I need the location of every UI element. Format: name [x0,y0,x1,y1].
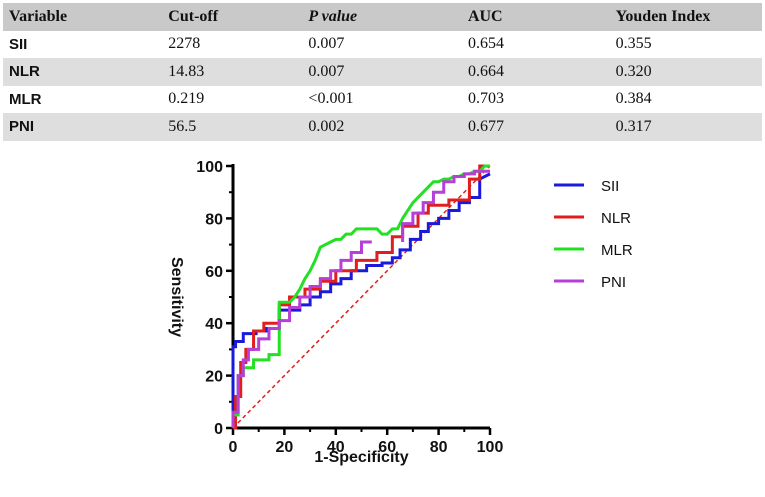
reference-line [232,165,491,429]
table-cell: 0.317 [609,113,762,141]
x-tick-label: 60 [378,439,396,456]
table-cell: 0.703 [467,90,504,108]
table-cell: 0.654 [467,35,504,53]
legend-label-mlr: MLR [601,242,633,259]
chart-legend: SII NLR MLR PNI [554,178,633,291]
x-tick-label: 80 [430,439,448,456]
table-cell: <0.001 [308,90,354,108]
table-cell: 0.677 [461,113,610,141]
x-axis-title: 1-Specificity [314,449,408,466]
header-cutoff: Cut-off [162,3,303,31]
y-tick-label: 40 [205,316,223,333]
header-youden: Youden Index [609,3,762,31]
table-cell: 0.007 [302,58,462,86]
table-cell: 0.320 [609,58,762,86]
legend-label-sii: SII [601,178,619,195]
table-row: NLR 14.83 0.007 0.664 0.320 [3,58,762,86]
table-row: MLR 0.219 <0.001 0.703 0.384 [3,86,762,114]
x-tick-label: 100 [477,439,504,456]
x-tick-label: 0 [229,439,238,456]
table-cell: 0.664 [461,58,610,86]
results-table: Variable Cut-off P value AUC Youden Inde… [3,3,762,141]
table-cell: 2278 [168,35,201,53]
legend-label-nlr: NLR [601,210,631,227]
header-variable: Variable [3,3,163,31]
table-cell: SII [9,35,28,53]
series-line-pni [231,240,372,428]
table-cell: PNI [3,113,163,141]
table-cell: 0.219 [168,90,205,108]
series-line-pni [401,169,490,242]
table-row: PNI 56.5 0.002 0.677 0.317 [3,113,762,141]
y-tick-label: 60 [205,264,223,281]
table-cell: 0.355 [615,35,652,53]
header-p-value: P value [302,3,462,31]
table-cell: 56.5 [162,113,303,141]
table-cell: 0.002 [302,113,462,141]
y-axis-title: Sensitivity [168,257,185,337]
chart-axes: 00 20 20 40 40 60 60 80 80 100 100 1-Specificity Sen… [168,159,503,466]
y-tick-label: 20 [205,369,223,386]
chart-series-group [231,164,491,430]
series-line-mlr [231,164,490,428]
series-line-sii [231,172,491,428]
table-row: SII 2278 0.007 0.654 0.355 [3,31,762,59]
x-tick-label: 20 [276,439,294,456]
table-header-row: Variable Cut-off P value AUC Youden Inde… [3,3,762,31]
header-auc: AUC [461,3,610,31]
table-cell: 0.007 [308,35,345,53]
y-tick-label: 80 [205,211,223,228]
table-cell: 14.83 [162,58,303,86]
table-cell: 0.384 [615,90,652,108]
header-p-value-text: P value [308,7,358,25]
y-tick-label: 100 [196,159,223,176]
y-tick-label: 0 [214,421,223,438]
table-cell: NLR [3,58,163,86]
x-tick-label: 40 [327,439,345,456]
table-cell: MLR [9,90,42,108]
legend-label-pni: PNI [601,274,626,291]
